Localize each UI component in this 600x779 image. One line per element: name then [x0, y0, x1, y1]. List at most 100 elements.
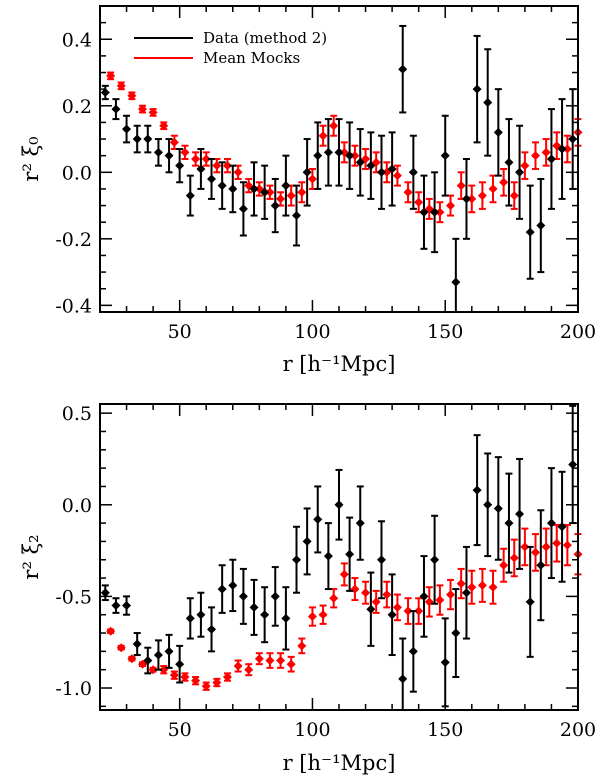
top-mock-point: [286, 184, 296, 207]
top-data-point-marker: [461, 194, 471, 204]
top-mock-point: [424, 197, 434, 220]
top-data-point: [515, 124, 525, 220]
top-data-point-marker: [313, 151, 323, 161]
top-data-point-marker: [515, 167, 525, 177]
top-data-point: [440, 114, 450, 197]
top-mock-point: [276, 191, 286, 207]
top-data-point-marker: [366, 161, 376, 171]
bottom-data-point-marker: [376, 555, 386, 565]
bottom-data-point: [100, 584, 110, 602]
bottom-data-point: [196, 591, 206, 638]
top-data-point-marker: [143, 134, 153, 144]
top-data-point: [132, 124, 142, 154]
bottom-data-point-marker: [228, 580, 238, 590]
top-mock-point: [212, 158, 222, 174]
top-mock-point: [350, 144, 360, 167]
legend-label-data: Data (method 2): [203, 29, 327, 47]
bottom-data-point: [207, 606, 217, 653]
bottom-mock-point-marker: [212, 678, 222, 688]
bottom-data-point: [302, 507, 312, 576]
bottom-y-tick-label: 0.5: [62, 403, 92, 425]
bottom-data-point: [461, 545, 471, 640]
bottom-data-point-marker: [366, 604, 376, 614]
top-data-point: [472, 34, 482, 144]
bottom-mock-point-marker: [191, 676, 201, 686]
top-data-point-marker: [323, 147, 333, 157]
top-mock-point-marker: [467, 194, 477, 204]
top-mock-point: [191, 151, 201, 167]
bottom-data-point: [217, 564, 227, 614]
bottom-mock-point-marker: [435, 595, 445, 605]
bottom-mock-point-marker: [467, 582, 477, 592]
bottom-data-point: [387, 573, 397, 657]
top-data-point-marker: [419, 207, 429, 217]
top-data-point: [292, 184, 302, 247]
top-mock-point-marker: [392, 171, 402, 181]
bottom-mock-point-marker: [371, 597, 381, 607]
top-mock-point-marker: [456, 181, 466, 191]
top-data-point-marker: [260, 187, 270, 197]
bottom-mock-point: [509, 538, 519, 578]
top-mock-point: [562, 134, 572, 164]
bottom-mock-point: [212, 677, 222, 688]
bottom-mock-point-marker: [106, 626, 116, 636]
bottom-mock-point: [339, 562, 349, 587]
top-data-point-marker: [504, 157, 514, 167]
bottom-mock-point: [414, 597, 424, 625]
legend: Data (method 2) Mean Mocks: [134, 29, 327, 67]
bottom-mock-point: [520, 527, 530, 567]
top-data-point-marker: [164, 151, 174, 161]
bottom-data-point: [546, 467, 556, 580]
top-data-point: [228, 164, 238, 214]
top-mock-point-marker: [159, 121, 169, 131]
top-mock-point-marker: [541, 147, 551, 157]
top-y-axis-label: r² ξ₀: [19, 136, 43, 181]
top-mock-point-marker: [233, 167, 243, 177]
top-data-point: [355, 128, 365, 197]
bottom-data-point: [430, 514, 440, 605]
top-data-point: [536, 177, 546, 274]
top-mock-point-marker: [222, 161, 232, 171]
top-data-point: [430, 171, 440, 254]
bottom-data-point-marker: [461, 588, 471, 598]
bottom-data-point-marker: [568, 459, 578, 469]
bottom-data-point: [440, 617, 450, 708]
top-data-point-marker: [387, 164, 397, 174]
bottom-mock-point: [329, 588, 339, 609]
top-data-point: [557, 98, 567, 200]
bottom-mock-point: [106, 626, 116, 636]
bottom-mock-point-marker: [201, 681, 211, 691]
top-data-point: [175, 148, 185, 184]
top-y-tick-label: -0.4: [55, 295, 92, 317]
top-mock-point-marker: [414, 197, 424, 207]
top-mock-point: [392, 164, 402, 187]
top-y-tick-label: 0.2: [62, 96, 92, 118]
top-mock-point: [477, 181, 487, 210]
bottom-y-axis-label: r² ξ₂: [19, 534, 43, 579]
bottom-data-point: [281, 586, 291, 651]
bottom-mock-point-marker: [382, 590, 392, 600]
top-data-point-marker: [153, 147, 163, 157]
top-data-point: [217, 161, 227, 210]
top-mock-point: [307, 167, 317, 190]
top-data-point-marker: [440, 151, 450, 161]
bottom-mock-point: [382, 580, 392, 609]
top-y-tick-label: 0.0: [62, 162, 92, 184]
top-mock-point-marker: [477, 191, 487, 201]
bottom-x-tick-label: 200: [560, 719, 596, 741]
bottom-mock-point: [201, 681, 211, 691]
top-mock-point: [127, 91, 137, 101]
top-data-point: [419, 174, 429, 250]
top-data-point: [387, 131, 397, 207]
bottom-data-point-marker: [493, 503, 503, 513]
top-mock-point: [137, 104, 147, 114]
top-data-point: [546, 108, 556, 210]
bottom-data-point: [122, 595, 132, 616]
bottom-mock-point-marker: [509, 553, 519, 563]
top-data-point: [111, 98, 121, 121]
top-x-tick-label: 200: [560, 321, 596, 343]
bottom-x-axis-label: r [h⁻¹Mpc]: [283, 751, 396, 775]
top-mock-point-marker: [148, 107, 158, 117]
bottom-data-point-marker: [355, 518, 365, 528]
top-y-tick-label: 0.4: [62, 29, 92, 51]
